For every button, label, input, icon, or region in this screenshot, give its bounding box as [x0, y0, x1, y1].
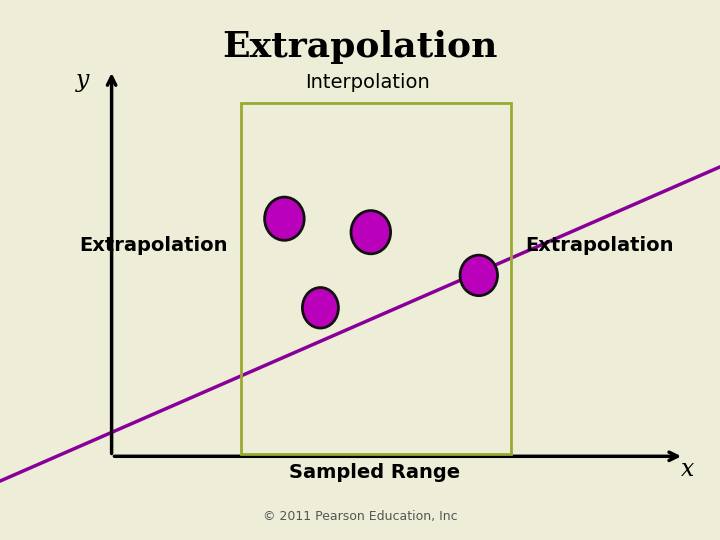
Ellipse shape — [351, 211, 391, 254]
Text: x: x — [681, 458, 694, 481]
Text: y: y — [76, 70, 89, 92]
Ellipse shape — [460, 255, 498, 295]
Bar — [241, 103, 511, 454]
Ellipse shape — [265, 197, 305, 240]
Text: Extrapolation: Extrapolation — [222, 30, 498, 64]
Text: © 2011 Pearson Education, Inc: © 2011 Pearson Education, Inc — [263, 510, 457, 523]
Text: Extrapolation: Extrapolation — [79, 236, 228, 255]
Text: Sampled Range: Sampled Range — [289, 463, 460, 482]
Text: Interpolation: Interpolation — [305, 73, 430, 92]
Text: Extrapolation: Extrapolation — [526, 236, 674, 255]
Ellipse shape — [302, 287, 338, 328]
